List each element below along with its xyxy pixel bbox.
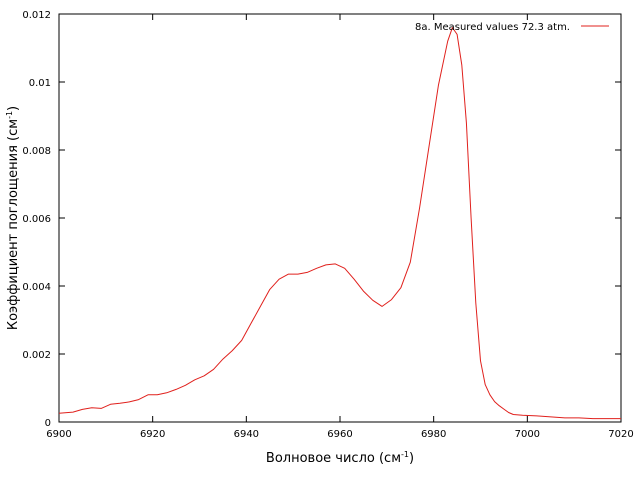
y-tick-label: 0.012 [22,10,51,21]
x-axis-label: Волновое число (см-1) [266,450,414,466]
y-axis-ticks: 0 0.002 0.004 0.006 0.008 0.01 0.012 [22,10,621,429]
y-tick-label: 0.004 [22,282,51,293]
series-layer [58,27,621,420]
x-tick-label: 7000 [515,429,540,440]
x-tick-label: 7020 [608,429,633,440]
series-line [58,27,621,420]
plot-frame [58,13,622,423]
x-tick-label: 6900 [46,429,71,440]
y-tick-label: 0.006 [22,214,51,225]
legend: 8a. Measured values 72.3 atm. [415,22,609,33]
x-tick-label: 6920 [140,429,165,440]
x-axis-ticks: 6900 6920 6940 6960 6980 7000 7020 [46,14,634,440]
y-tick-label: 0.01 [29,78,51,89]
x-tick-label: 6940 [234,429,259,440]
y-tick-label: 0.008 [22,146,51,157]
plot-area: 6900 6920 6940 6960 6980 7000 7020 0 0.002 0.004… [22,10,633,440]
y-tick-label: 0.002 [22,350,51,361]
legend-label: 8a. Measured values 72.3 atm. [415,22,570,33]
x-tick-label: 6980 [421,429,446,440]
y-axis-label: Коэффициент поглощения (см-1) [5,106,21,330]
x-tick-label: 6960 [327,429,352,440]
y-tick-label: 0 [45,418,51,429]
